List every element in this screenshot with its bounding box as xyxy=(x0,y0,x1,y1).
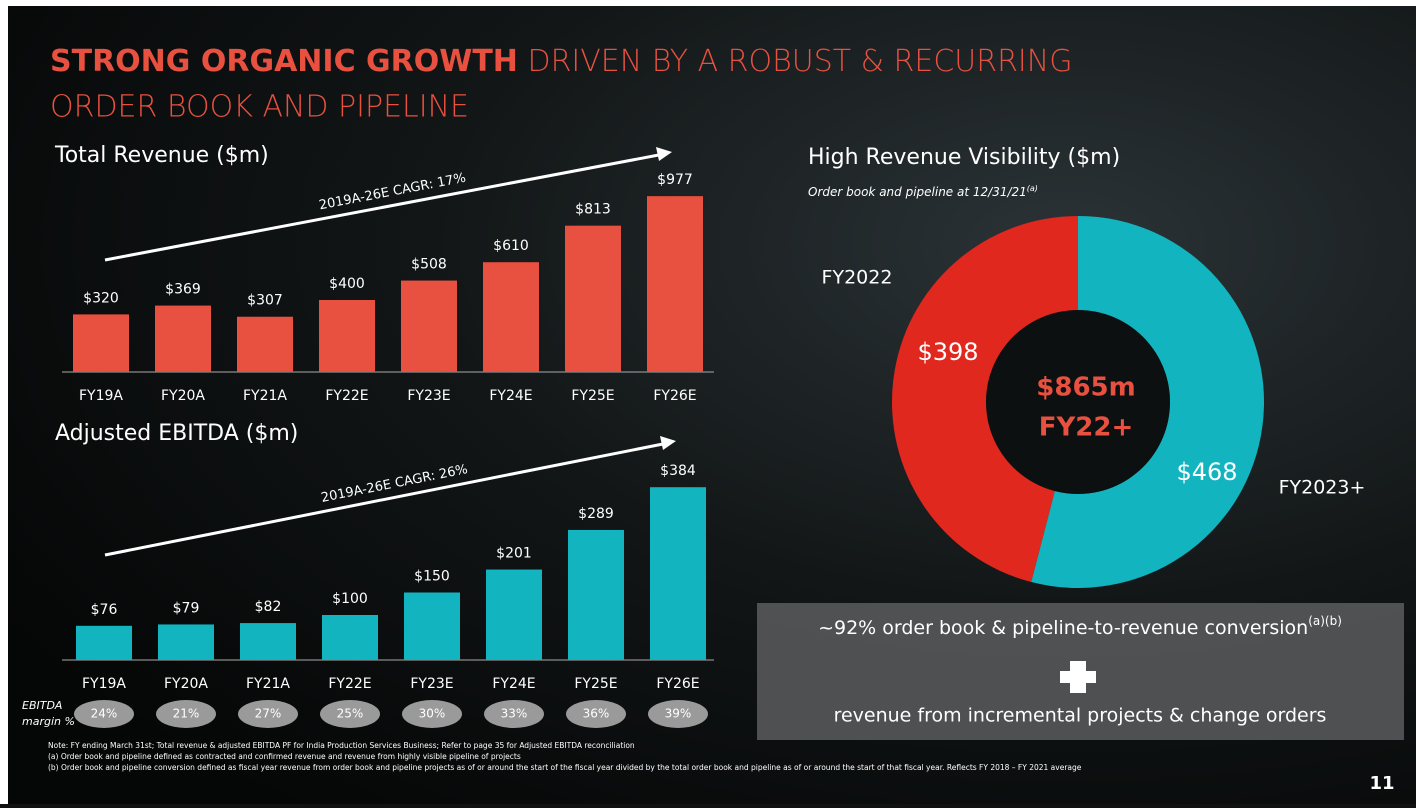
center-label: $865m xyxy=(1036,373,1135,403)
margin-axis-label: EBITDA xyxy=(22,699,62,712)
x-tick-label: FY25E xyxy=(571,388,614,404)
x-tick-label: FY21A xyxy=(246,676,290,692)
title-rest: DRIVEN BY A ROBUST & RECURRING xyxy=(527,44,1072,79)
bar-value-label: $384 xyxy=(660,463,696,479)
x-tick-label: FY26E xyxy=(653,388,696,404)
plus-icon xyxy=(1060,661,1096,693)
bar-value-label: $610 xyxy=(493,238,529,254)
bar xyxy=(568,529,624,660)
bar xyxy=(647,196,703,372)
bar-value-label: $100 xyxy=(332,591,368,607)
bar xyxy=(158,624,214,660)
bar xyxy=(565,225,621,372)
bar xyxy=(401,280,457,372)
donut-hole xyxy=(986,310,1170,494)
bar xyxy=(319,300,375,372)
arrow-head xyxy=(656,147,672,161)
margin-label: 30% xyxy=(419,707,446,721)
x-tick-label: FY25E xyxy=(574,676,617,692)
bar-value-label: $320 xyxy=(83,290,119,306)
cagr-arrow xyxy=(104,441,669,557)
margin-label: 24% xyxy=(91,707,118,721)
margin-label: 39% xyxy=(665,707,692,721)
center-label: FY22+ xyxy=(1039,413,1134,443)
margin-axis-label: margin % xyxy=(22,715,75,728)
chart-subtitle: Order book and pipeline at 12/31/21(a) xyxy=(808,184,1038,199)
box-line1: ~92% order book & pipeline-to-revenue co… xyxy=(818,614,1342,639)
bar-value-label: $289 xyxy=(578,506,614,522)
bar-value-label: $400 xyxy=(329,276,365,292)
margin-pill xyxy=(648,700,708,728)
box-line2: revenue from incremental projects & chan… xyxy=(834,705,1327,727)
bar-value-label: $369 xyxy=(165,282,201,298)
bar xyxy=(486,569,542,660)
bar-value-label: $977 xyxy=(657,172,693,188)
margin-pill xyxy=(74,700,134,728)
margin-pill xyxy=(484,700,544,728)
margin-pill xyxy=(320,700,380,728)
slide-title: STRONG ORGANIC GROWTH DRIVEN BY A ROBUST… xyxy=(50,44,1072,79)
x-tick-label: FY23E xyxy=(407,388,450,404)
bar xyxy=(73,314,129,372)
donut-slice xyxy=(892,216,1078,583)
margin-pill xyxy=(238,700,298,728)
bar-value-label: $508 xyxy=(411,257,447,273)
margin-label: 33% xyxy=(501,707,528,721)
bar xyxy=(404,592,460,660)
legend-label: FY2022 xyxy=(822,267,893,289)
bar-value-label: $307 xyxy=(247,293,283,309)
subtitle-text: Order book and pipeline at 12/31/21 xyxy=(808,185,1027,199)
bar xyxy=(322,615,378,660)
x-tick-label: FY23E xyxy=(410,676,453,692)
bar xyxy=(240,623,296,660)
margin-pill xyxy=(156,700,216,728)
margin-label: 36% xyxy=(583,707,610,721)
bar xyxy=(483,262,539,372)
box-text: ~92% order book & pipeline-to-revenue co… xyxy=(818,617,1308,639)
box-note: (a)(b) xyxy=(1308,614,1342,628)
bar xyxy=(237,316,293,372)
margin-label: 21% xyxy=(173,707,200,721)
margin-label: 27% xyxy=(255,707,282,721)
title-bold: STRONG ORGANIC GROWTH xyxy=(50,44,518,79)
x-tick-label: FY19A xyxy=(82,676,126,692)
donut-slice xyxy=(1031,216,1265,588)
cagr-arrow xyxy=(104,152,665,262)
subtitle-note: (a) xyxy=(1027,184,1038,193)
bar-value-label: $82 xyxy=(255,599,282,615)
x-tick-label: FY22E xyxy=(325,388,368,404)
footnote: Note: FY ending March 31st; Total revenu… xyxy=(48,741,635,750)
legend-label: FY2023+ xyxy=(1279,477,1366,499)
chart-title: High Revenue Visibility ($m) xyxy=(808,145,1120,170)
bar-value-label: $76 xyxy=(91,602,118,618)
footnote: (b) Order book and pipeline conversion d… xyxy=(48,763,1082,772)
margin-label: 25% xyxy=(337,707,364,721)
bar xyxy=(76,625,132,660)
x-tick-label: FY20A xyxy=(161,388,205,404)
x-tick-label: FY20A xyxy=(164,676,208,692)
x-tick-label: FY24E xyxy=(492,676,535,692)
x-tick-label: FY21A xyxy=(243,388,287,404)
title-line2: ORDER BOOK AND PIPELINE xyxy=(50,90,469,125)
bar xyxy=(650,487,706,660)
x-tick-label: FY19A xyxy=(79,388,123,404)
arrow-head xyxy=(660,436,676,450)
chart-title: Adjusted EBITDA ($m) xyxy=(55,421,298,446)
margin-pill xyxy=(402,700,462,728)
page-number: 11 xyxy=(1369,773,1394,794)
x-tick-label: FY26E xyxy=(656,676,699,692)
bar-value-label: $201 xyxy=(496,546,532,562)
slice-value-label: $398 xyxy=(917,338,978,366)
slice-value-label: $468 xyxy=(1176,458,1237,486)
bar-value-label: $813 xyxy=(575,202,611,218)
x-tick-label: FY22E xyxy=(328,676,371,692)
chart-title: Total Revenue ($m) xyxy=(54,143,269,168)
margin-pill xyxy=(566,700,626,728)
bar-value-label: $79 xyxy=(173,600,200,616)
x-tick-label: FY24E xyxy=(489,388,532,404)
bar xyxy=(155,305,211,372)
footnote: (a) Order book and pipeline defined as c… xyxy=(48,752,521,761)
bar-value-label: $150 xyxy=(414,569,450,585)
